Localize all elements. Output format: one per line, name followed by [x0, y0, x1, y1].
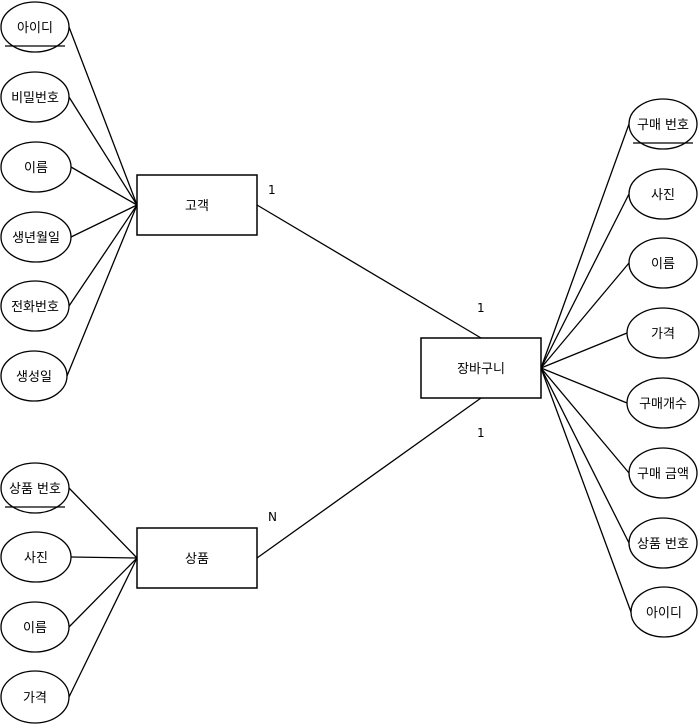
- connector-product-attr-3: [68, 557, 138, 698]
- attr-product-photo[interactable]: 사진: [0, 531, 72, 583]
- cardinality-cart-from-customer: 1: [477, 301, 485, 315]
- connector-customer-attr-1: [68, 96, 138, 206]
- attr-customer-id[interactable]: 아이디: [0, 1, 70, 53]
- attr-cart-order-number-label: 구매 번호: [637, 118, 689, 133]
- entity-product-label: 상품: [185, 552, 209, 567]
- connectors: [66, 26, 632, 698]
- attr-cart-product-number-label: 상품 번호: [637, 537, 689, 552]
- relationship-customer-cart: [256, 204, 482, 339]
- attr-cart-order-number[interactable]: 구매 번호: [628, 98, 698, 150]
- attr-cart-quantity[interactable]: 구매개수: [626, 377, 700, 429]
- attr-cart-price[interactable]: 가격: [626, 307, 700, 359]
- entity-customer[interactable]: 고객: [136, 174, 258, 236]
- attr-product-price[interactable]: 가격: [0, 670, 70, 724]
- entity-cart[interactable]: 장바구니: [420, 337, 542, 399]
- attr-cart-amount[interactable]: 구매 금액: [628, 447, 698, 499]
- connector-cart-attr-0: [540, 123, 630, 369]
- attr-product-photo-label: 사진: [24, 551, 48, 566]
- connector-cart-attr-4: [540, 367, 628, 404]
- connector-customer-attr-4: [68, 204, 138, 307]
- connector-product-attr-0: [68, 487, 138, 559]
- attr-cart-amount-label: 구매 금액: [637, 467, 689, 482]
- attr-customer-birthdate[interactable]: 생년월일: [0, 211, 72, 263]
- attr-cart-photo-label: 사진: [651, 188, 675, 203]
- entity-cart-label: 장바구니: [457, 362, 505, 377]
- connector-customer-attr-2: [70, 166, 138, 206]
- attr-customer-birthdate-label: 생년월일: [12, 231, 60, 246]
- attr-product-name-label: 이름: [23, 621, 47, 636]
- attr-cart-product-number[interactable]: 상품 번호: [628, 517, 698, 569]
- attr-cart-quantity-label: 구매개수: [639, 397, 687, 412]
- attr-customer-phone-label: 전화번호: [11, 300, 59, 315]
- attr-customer-password-label: 비밀번호: [11, 91, 59, 106]
- connector-customer-attr-3: [70, 204, 138, 238]
- attr-customer-created-label: 생성일: [16, 370, 52, 385]
- attr-customer-name-label: 이름: [24, 161, 48, 176]
- attr-product-price-label: 가격: [23, 691, 47, 706]
- cardinality-cart-from-product: 1: [477, 426, 485, 440]
- attr-customer-phone[interactable]: 전화번호: [0, 280, 70, 332]
- attr-customer-password[interactable]: 비밀번호: [0, 71, 70, 123]
- connector-cart-attr-1: [540, 193, 630, 369]
- attr-customer-id-label: 아이디: [17, 21, 53, 36]
- attr-product-name[interactable]: 이름: [0, 601, 70, 653]
- connector-product-attr-1: [70, 556, 138, 559]
- attr-cart-name-label: 이름: [651, 257, 675, 272]
- connector-cart-attr-5: [540, 367, 630, 474]
- connector-customer-attr-0: [68, 26, 138, 206]
- entity-customer-label: 고객: [185, 199, 209, 214]
- attr-product-number[interactable]: 상품 번호: [0, 462, 70, 514]
- attr-customer-created[interactable]: 생성일: [0, 350, 68, 402]
- connector-cart-attr-6: [540, 367, 630, 544]
- attr-cart-photo[interactable]: 사진: [628, 168, 698, 220]
- connector-cart-attr-7: [540, 367, 632, 613]
- attr-product-number-label: 상품 번호: [9, 482, 61, 497]
- connector-product-attr-2: [68, 557, 138, 628]
- attr-cart-name[interactable]: 이름: [628, 237, 698, 289]
- cardinality-customer: 1: [268, 183, 276, 197]
- cardinality-product: N: [268, 510, 277, 524]
- attr-cart-user-id-label: 아이디: [646, 606, 682, 621]
- attr-customer-name[interactable]: 이름: [0, 141, 72, 193]
- connector-customer-attr-5: [66, 204, 138, 377]
- connector-cart-attr-2: [540, 262, 630, 369]
- relationship-product-cart: [256, 397, 482, 559]
- attr-cart-user-id[interactable]: 아이디: [630, 586, 698, 638]
- connector-cart-attr-3: [540, 332, 628, 369]
- attr-cart-price-label: 가격: [651, 327, 675, 342]
- entity-product[interactable]: 상품: [136, 527, 258, 589]
